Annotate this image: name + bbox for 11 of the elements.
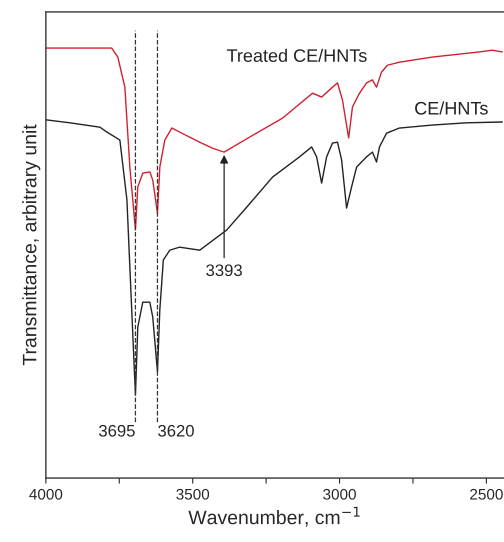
x-tick-label: 4000 [29,488,62,500]
ref-line-label: 3695 [99,424,135,437]
series-label: Treated CE/HNTs [226,48,367,62]
x-tick-label: 3500 [176,488,210,500]
annotation: 3393 [206,264,242,276]
y-axis-title: Transmittance, arbitrary unit [22,124,40,366]
x-tick-label: 2500 [470,488,503,500]
ref-line-label: 3620 [158,424,194,437]
x-tick-label: 3000 [323,488,356,500]
x-axis-title: Wavenumber, cm$^{−1}$ [188,506,360,527]
series-label: CE/HNTs [415,101,488,115]
